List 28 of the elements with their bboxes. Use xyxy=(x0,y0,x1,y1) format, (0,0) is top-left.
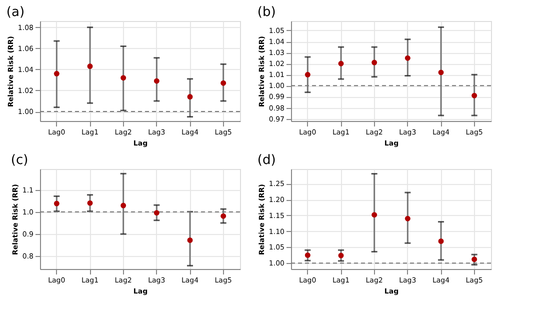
point xyxy=(220,80,226,86)
point xyxy=(338,60,344,66)
point xyxy=(54,70,60,76)
chart-title: (a) xyxy=(6,5,25,20)
point xyxy=(187,238,193,243)
point xyxy=(438,238,444,244)
point xyxy=(154,78,160,84)
point xyxy=(472,256,478,262)
chart-title: (d) xyxy=(257,153,276,168)
point xyxy=(54,200,60,206)
point xyxy=(404,55,410,61)
point xyxy=(372,60,378,66)
chart-title: (b) xyxy=(257,5,276,20)
point xyxy=(472,92,478,98)
point xyxy=(438,70,444,76)
chart-title: (c) xyxy=(10,153,28,168)
point xyxy=(154,210,160,216)
point xyxy=(87,64,93,69)
point xyxy=(87,200,93,206)
point xyxy=(338,252,344,258)
point xyxy=(372,212,378,218)
point xyxy=(187,94,193,100)
point xyxy=(304,72,310,78)
point xyxy=(220,213,226,219)
point xyxy=(304,252,310,258)
point xyxy=(120,202,126,208)
point xyxy=(120,75,126,81)
point xyxy=(404,216,410,222)
